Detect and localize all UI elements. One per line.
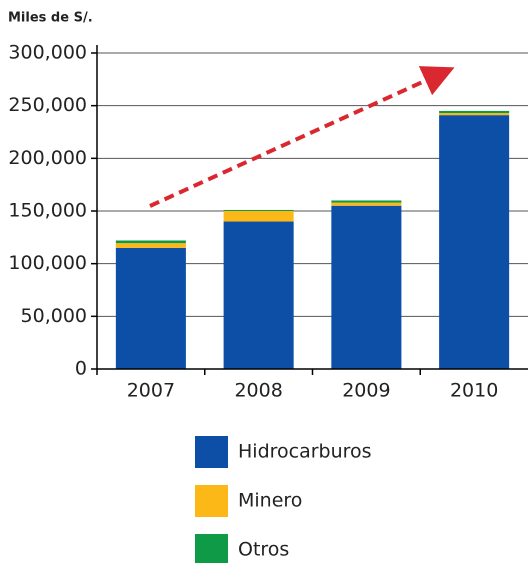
bar-segment [223,209,294,211]
legend-swatch [195,534,228,563]
legend-swatch [195,436,228,468]
x-tick-label: 2009 [342,380,390,402]
x-tick-label: 2008 [234,380,282,402]
bar-segment [439,115,510,369]
bar-segment [331,205,402,369]
y-tick-label: 300,000 [8,42,87,64]
trend-arrow [149,66,455,208]
bar-segment [223,221,294,369]
legend-swatch [195,485,228,517]
bar-segment [115,243,186,248]
y-tick-label: 0 [75,358,87,380]
bar-segment [331,200,402,203]
x-tick-label: 2010 [450,380,498,402]
bar-segment [439,113,510,116]
y-axis-label: Miles de S/. [8,11,93,26]
legend-label: Minero [238,490,302,512]
plot: 0 50,000 100,000 150,000 200,000 250,000 300,0… [8,42,528,563]
bar-segment [331,202,402,206]
y-tick-label: 200,000 [8,147,87,169]
y-tick-label: 100,000 [8,252,87,274]
y-tick-label: 50,000 [21,305,87,327]
x-tick-label: 2007 [127,380,175,402]
bar-segment [439,110,510,114]
legend-label: Otros [238,539,289,561]
legend-label: Hidrocarburos [238,441,372,463]
bar-segment [115,247,186,369]
bar-segment [115,240,186,244]
y-tick-label: 250,000 [8,94,87,116]
y-tick-label: 150,000 [8,200,87,222]
bar-segment [223,211,294,222]
